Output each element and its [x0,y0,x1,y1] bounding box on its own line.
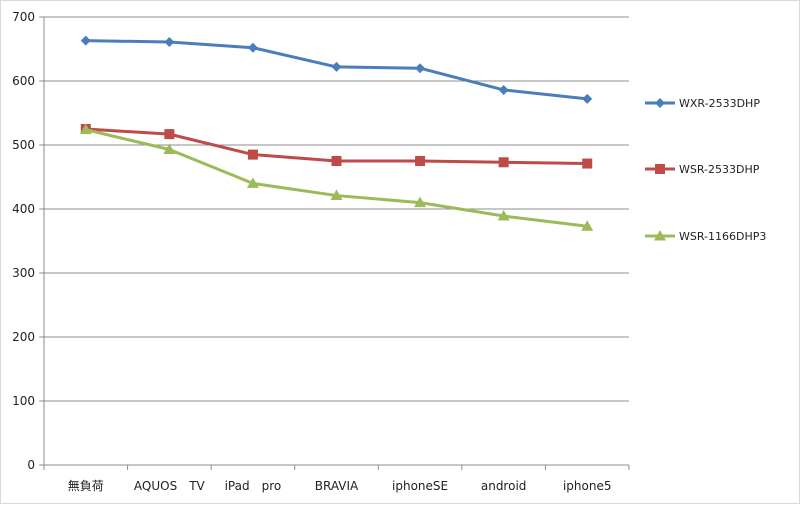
axes: 0 100 200 300 400 500 600 700 無負荷 AQUOS TV iPad pr… [12,10,630,493]
legend-entry: WSR-2533DHP [645,163,760,176]
data-point [498,84,509,95]
data-point [582,93,593,104]
data-point [80,35,91,46]
y-tick-label: 100 [12,394,35,408]
y-tick-label: 400 [12,202,35,216]
series-group [79,35,594,231]
x-tick-label: AQUOS TV [134,479,206,493]
data-point [415,156,426,166]
x-tick-label: iphone5 [563,479,612,493]
y-tick-label: 300 [12,266,35,280]
y-tick-label: 0 [27,458,35,472]
gridlines [44,16,629,402]
x-tick-label: iPad pro [225,479,282,493]
data-point [247,149,258,160]
legend-marker [654,230,666,241]
x-tick-label: android [481,479,527,493]
data-point [415,63,426,74]
data-point [246,177,259,188]
series-diamond [80,35,593,104]
data-point [498,157,509,168]
x-tick-label: BRAVIA [315,479,359,493]
data-point [247,42,258,53]
legend-label: WSR-2533DHP [679,163,760,176]
data-point [164,36,175,47]
y-tick-label: 200 [12,330,35,344]
series-triangle [79,123,594,231]
legend: WXR-2533DHP WSR-2533DHP WSR-1166DHP3 [645,97,766,243]
data-point [414,196,427,208]
data-point [330,189,343,201]
legend-label: WSR-1166DHP3 [679,230,766,243]
data-point [331,156,342,166]
data-point [163,143,176,154]
data-point [331,61,342,72]
data-point [497,210,510,221]
data-point [582,158,593,169]
data-point [164,129,175,140]
y-tick-label: 500 [12,138,35,152]
legend-marker [655,98,665,108]
x-tick-label: 無負荷 [68,478,104,493]
legend-entry: WXR-2533DHP [645,97,760,110]
y-tick-label: 700 [12,10,35,24]
x-tick-label: iphoneSE [392,479,448,493]
series-line [85,128,588,228]
legend-entry: WSR-1166DHP3 [645,230,766,243]
data-point [79,123,92,135]
y-tick-label: 600 [12,74,35,88]
data-point [581,220,594,231]
legend-label: WXR-2533DHP [679,97,760,110]
legend-marker [655,164,665,174]
